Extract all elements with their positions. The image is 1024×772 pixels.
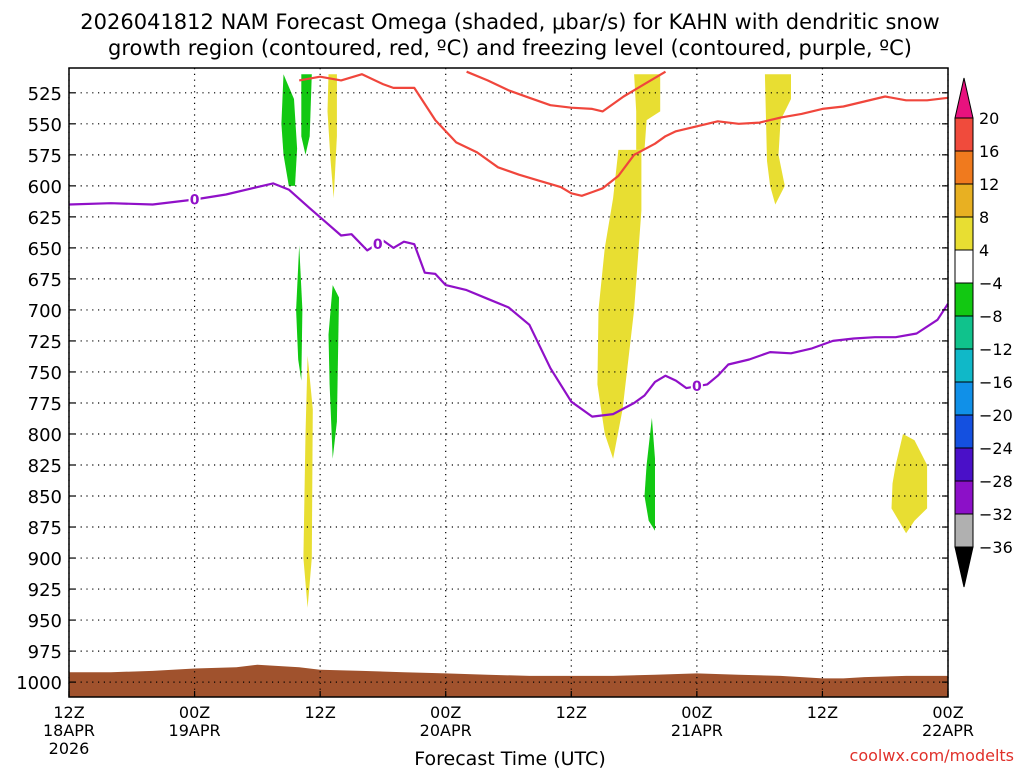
x-tick-label: 18APR bbox=[43, 721, 95, 740]
omega-colorbar: 20 16 12 8 4 −4 −8 −12 −16 −20 −24 −28 −32 −36 bbox=[954, 77, 1013, 588]
colorbar-label: −28 bbox=[979, 472, 1013, 491]
x-tick-label: 21APR bbox=[671, 721, 723, 740]
omega-shading bbox=[281, 74, 928, 608]
freezing-level-line bbox=[68, 182, 949, 418]
y-tick-label: 625 bbox=[28, 208, 62, 229]
x-tick-label: 12Z bbox=[807, 703, 838, 722]
dgz-contour-upper bbox=[299, 73, 949, 197]
y-tick-label: 1000 bbox=[16, 673, 62, 694]
plot-frame bbox=[68, 67, 949, 698]
colorbar-label: −36 bbox=[979, 538, 1013, 557]
omega-region-0 bbox=[281, 74, 298, 186]
omega-region-7 bbox=[597, 149, 642, 459]
freezing-level-label: 0 bbox=[190, 193, 200, 209]
x-tick-label: 12Z bbox=[53, 703, 84, 722]
colorbar-swatch bbox=[954, 414, 974, 449]
credit-text: coolwx.com/modelts bbox=[850, 746, 1014, 765]
y-tick-label: 675 bbox=[28, 270, 62, 291]
x-tick-label: 00Z bbox=[179, 703, 210, 722]
colorbar-swatch bbox=[954, 216, 974, 251]
y-tick-label: 575 bbox=[28, 146, 62, 167]
y-tick-label: 725 bbox=[28, 332, 62, 353]
omega-region-1 bbox=[301, 74, 312, 155]
colorbar-label: −4 bbox=[979, 274, 1003, 293]
y-tick-label: 825 bbox=[28, 456, 62, 477]
colorbar-label: 16 bbox=[979, 142, 999, 161]
colorbar-label: 12 bbox=[979, 175, 999, 194]
colorbar-swatch bbox=[954, 381, 974, 416]
x-tick-label: 20APR bbox=[420, 721, 472, 740]
freezing-label-bg bbox=[188, 190, 201, 206]
x-tick-label: 12Z bbox=[556, 703, 587, 722]
omega-region-6 bbox=[303, 355, 313, 608]
colorbar-label: −16 bbox=[979, 373, 1013, 392]
colorbar-label: −8 bbox=[979, 307, 1003, 326]
y-tick-label: 550 bbox=[28, 115, 62, 136]
colorbar-label: 8 bbox=[979, 208, 989, 227]
freezing-level-label: 0 bbox=[692, 379, 702, 395]
dendritic-growth-contours bbox=[299, 70, 949, 197]
colorbar-bottom-arrow bbox=[954, 546, 974, 588]
x-tick-label: 19APR bbox=[169, 721, 221, 740]
omega-region-9 bbox=[764, 74, 791, 205]
colorbar-top-arrow bbox=[954, 77, 974, 119]
colorbar-label: −32 bbox=[979, 505, 1013, 524]
x-tick-label: 00Z bbox=[681, 703, 712, 722]
y-tick-label: 925 bbox=[28, 580, 62, 601]
colorbar-swatch bbox=[954, 117, 974, 152]
chart-title-line-2: growth region (contoured, red, ºC) and f… bbox=[108, 36, 912, 60]
x-tick-label: 22APR bbox=[922, 721, 974, 740]
y-tick-label: 700 bbox=[28, 301, 62, 322]
omega-region-2 bbox=[296, 245, 303, 381]
omega-region-5 bbox=[327, 74, 337, 199]
terrain-area bbox=[69, 664, 948, 697]
freezing-label-bg bbox=[690, 377, 703, 393]
colorbar-swatch bbox=[954, 183, 974, 218]
x-axis-title: Forecast Time (UTC) bbox=[414, 748, 605, 768]
colorbar-swatch bbox=[954, 249, 974, 284]
x-tick-label: 00Z bbox=[932, 703, 963, 722]
chart-title-line-1: 2026041812 NAM Forecast Omega (shaded, μ… bbox=[80, 10, 939, 34]
y-tick-label: 975 bbox=[28, 642, 62, 663]
colorbar-swatch bbox=[954, 513, 974, 548]
freezing-level-label: 0 bbox=[373, 237, 383, 253]
colorbar-swatch bbox=[954, 447, 974, 482]
colorbar-label: −12 bbox=[979, 340, 1013, 359]
omega-region-10 bbox=[891, 434, 928, 534]
y-tick-label: 850 bbox=[28, 487, 62, 508]
x-tick-label: 2026 bbox=[49, 739, 90, 758]
dgz-contour-lower bbox=[466, 70, 667, 113]
colorbar-label: −20 bbox=[979, 406, 1013, 425]
pressure-axis: 525 550 575 600 625 650 675 700 725 750 775 800 825 8… bbox=[16, 84, 948, 694]
y-tick-label: 525 bbox=[28, 84, 62, 105]
colorbar-label: 4 bbox=[979, 241, 989, 260]
colorbar-label: −24 bbox=[979, 439, 1013, 458]
colorbar-swatch bbox=[954, 348, 974, 383]
y-tick-label: 800 bbox=[28, 425, 62, 446]
y-tick-label: 750 bbox=[28, 363, 62, 384]
omega-region-3 bbox=[328, 285, 339, 459]
y-tick-label: 875 bbox=[28, 518, 62, 539]
x-tick-label: 00Z bbox=[430, 703, 461, 722]
freezing-level-contour: 0 0 0 bbox=[68, 182, 949, 418]
grid-lines bbox=[68, 68, 949, 697]
terrain-fill bbox=[69, 664, 948, 697]
colorbar-swatch bbox=[954, 150, 974, 185]
y-tick-label: 775 bbox=[28, 394, 62, 415]
y-tick-label: 650 bbox=[28, 239, 62, 260]
colorbar-swatch bbox=[954, 282, 974, 317]
freezing-label-bg bbox=[371, 234, 384, 250]
omega-region-4 bbox=[644, 417, 655, 531]
x-tick-label: 12Z bbox=[304, 703, 335, 722]
y-tick-label: 900 bbox=[28, 549, 62, 570]
y-tick-label: 600 bbox=[28, 177, 62, 198]
colorbar-label: 20 bbox=[979, 109, 999, 128]
colorbar-swatch bbox=[954, 315, 974, 350]
omega-region-8 bbox=[634, 74, 661, 150]
y-tick-label: 950 bbox=[28, 611, 62, 632]
colorbar-swatch bbox=[954, 480, 974, 515]
